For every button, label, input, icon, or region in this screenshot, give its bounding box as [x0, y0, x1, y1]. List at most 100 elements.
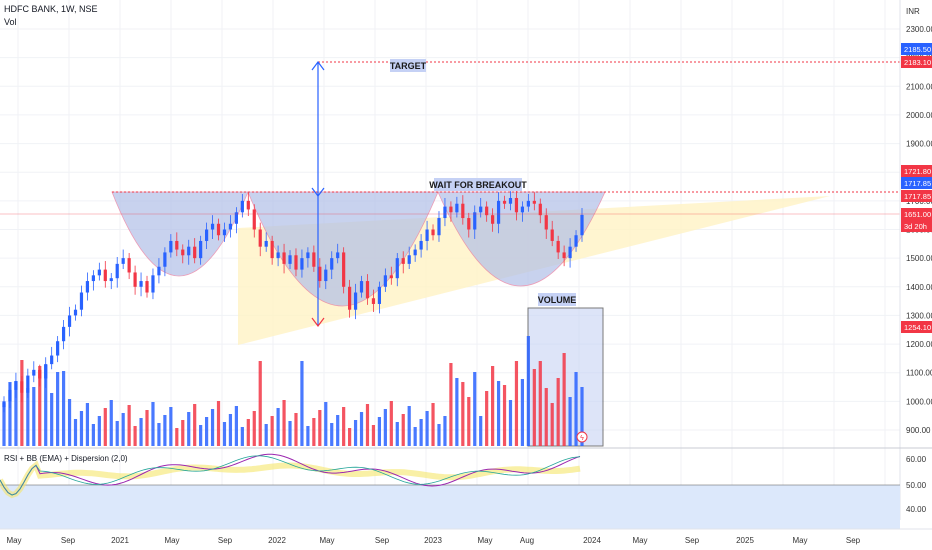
price-tick: 1400.00 [906, 283, 932, 292]
volume-bar [282, 400, 286, 446]
volume-bar [32, 387, 36, 446]
volume-bar [228, 414, 233, 446]
head-shape [247, 191, 439, 307]
candle [449, 206, 453, 213]
candle [264, 240, 268, 247]
volume-bar [2, 403, 6, 446]
volume-bar [353, 420, 358, 446]
volume-bar [371, 425, 376, 446]
volume-bar [365, 404, 370, 446]
rsi-tick: 40.00 [906, 505, 927, 514]
volume-bar [246, 419, 250, 446]
candle [383, 275, 387, 287]
rsi-signal-line [0, 455, 581, 496]
arrow-head-top [311, 61, 325, 71]
candle [437, 218, 441, 236]
time-label: 2023 [424, 536, 442, 545]
candle [115, 263, 119, 279]
volume-bar [276, 408, 280, 446]
volume-bar [467, 397, 471, 446]
candle [216, 223, 221, 236]
volume-bar [342, 407, 346, 446]
candle [580, 214, 584, 236]
volume-bar [79, 411, 84, 446]
price-badge [901, 220, 932, 232]
candle [67, 315, 72, 327]
price-badge-text: 1717.85 [904, 179, 931, 188]
volume-bar [568, 397, 572, 446]
price-tick: 2100.00 [906, 82, 932, 91]
candle [276, 252, 280, 259]
volume-bar [514, 361, 519, 446]
volume-bar [306, 426, 310, 446]
price-tick: 1300.00 [906, 311, 932, 320]
price-badge-text: 1651.00 [904, 210, 931, 219]
volume-bar [38, 366, 42, 446]
volume-bar [532, 369, 536, 446]
volume-bar [56, 372, 60, 446]
candle [336, 252, 340, 259]
rsi-band [0, 485, 900, 529]
candle [246, 200, 250, 210]
arrow-head-mid [311, 187, 325, 197]
volume-bar [449, 363, 453, 446]
candle [330, 258, 334, 270]
volume-bar [288, 421, 292, 446]
time-label: 2021 [111, 536, 129, 545]
candle [359, 281, 364, 293]
candle [73, 309, 78, 316]
candle [204, 229, 209, 241]
volume-bar [479, 416, 483, 446]
volume-bar [145, 410, 149, 446]
candle [413, 249, 417, 256]
candle [562, 252, 566, 259]
candle [300, 258, 304, 270]
candle [550, 229, 554, 241]
time-label: Aug [520, 536, 534, 545]
time-label: May [477, 536, 492, 545]
candle [2, 401, 6, 408]
candle [467, 218, 471, 230]
volume-bar [264, 424, 268, 446]
volume-bar [485, 391, 489, 446]
volume-bar [157, 423, 161, 446]
price-tick: 2300.00 [906, 25, 932, 34]
volume-bar [258, 361, 262, 446]
volume-bar [562, 353, 566, 446]
price-tick: 1500.00 [906, 254, 932, 263]
candle [193, 246, 197, 259]
volume-bar [73, 419, 78, 446]
candle [288, 255, 292, 264]
volume-bar [50, 393, 54, 446]
price-tick: 1900.00 [906, 140, 932, 149]
price-tick: 1100.00 [906, 369, 932, 378]
volume-bar [520, 379, 525, 446]
candle [574, 235, 578, 247]
candle [365, 281, 370, 299]
candle [342, 252, 346, 287]
candle [97, 269, 101, 276]
candle [169, 240, 173, 253]
price-badge [901, 177, 932, 189]
svg-text:ϟ: ϟ [580, 435, 584, 442]
candle [79, 292, 84, 310]
volume-bar [97, 416, 101, 446]
rsi-axis: 60.00 50.00 40.00 [906, 455, 927, 514]
candle [568, 246, 572, 259]
volume-bar [240, 427, 244, 446]
volume-bar [204, 417, 209, 446]
volume-bar [103, 408, 107, 446]
volume-bar [550, 403, 554, 446]
candle [312, 252, 316, 267]
volume-bar [312, 418, 316, 446]
candle [199, 240, 203, 259]
volume-bar [395, 422, 399, 446]
volume-bar [169, 407, 173, 446]
volume-bar [502, 385, 507, 446]
candle [91, 275, 95, 282]
candle [485, 206, 489, 216]
rsi-title: RSI + BB (EMA) + Dispersion (2,0) [4, 454, 128, 463]
candle [502, 200, 507, 204]
lightning-icon[interactable] [576, 431, 588, 443]
